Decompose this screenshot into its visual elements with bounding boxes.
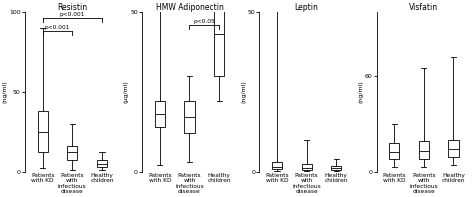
PathPatch shape bbox=[67, 146, 77, 160]
PathPatch shape bbox=[331, 166, 341, 170]
Y-axis label: (μg/ml): (μg/ml) bbox=[124, 80, 129, 103]
Title: HMW Adiponectin: HMW Adiponectin bbox=[155, 3, 223, 12]
PathPatch shape bbox=[389, 143, 400, 159]
PathPatch shape bbox=[448, 140, 459, 157]
Text: p<0.001: p<0.001 bbox=[60, 12, 85, 18]
PathPatch shape bbox=[419, 141, 429, 159]
Title: Visfatin: Visfatin bbox=[410, 3, 438, 12]
Text: p<0.05: p<0.05 bbox=[193, 19, 215, 24]
PathPatch shape bbox=[155, 101, 165, 127]
PathPatch shape bbox=[37, 111, 48, 152]
Y-axis label: (ng/ml): (ng/ml) bbox=[358, 80, 363, 103]
PathPatch shape bbox=[301, 164, 312, 170]
Title: Leptin: Leptin bbox=[295, 3, 319, 12]
Title: Resistin: Resistin bbox=[57, 3, 87, 12]
Y-axis label: (ng/ml): (ng/ml) bbox=[241, 80, 246, 103]
Text: p<0.001: p<0.001 bbox=[45, 25, 70, 30]
PathPatch shape bbox=[97, 160, 107, 167]
PathPatch shape bbox=[272, 162, 282, 169]
PathPatch shape bbox=[184, 101, 195, 133]
PathPatch shape bbox=[214, 6, 224, 76]
Y-axis label: (ng/ml): (ng/ml) bbox=[3, 80, 8, 103]
